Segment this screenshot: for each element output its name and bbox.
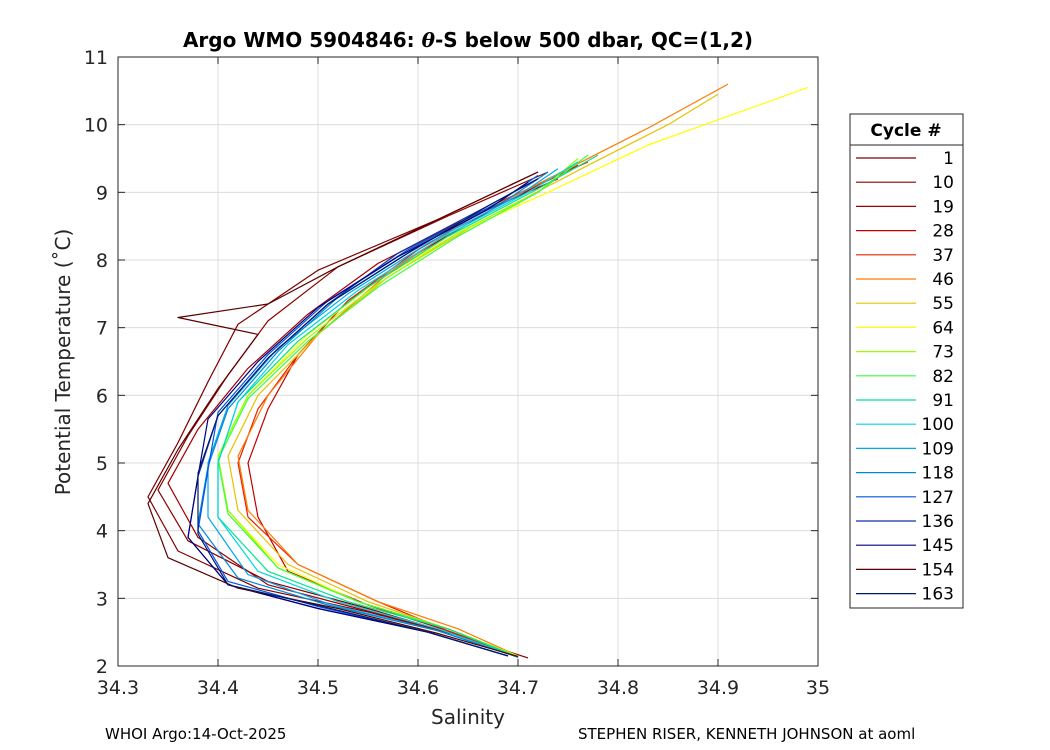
x-tick-label: 34.6 — [397, 677, 439, 699]
legend-label-cycle-163: 163 — [922, 585, 954, 605]
axis-ticks: 34.3 34.4 34.5 34.6 34.7 34.8 34.9 35 2 3 4 5 6 7 8 9 10… — [84, 47, 830, 699]
y-tick-label: 3 — [96, 588, 108, 610]
series-line-cycle-127 — [197, 174, 539, 657]
series-line-cycle-154 — [147, 171, 539, 658]
series-line-cycle-55 — [227, 93, 719, 657]
x-tick-label: 34.3 — [97, 677, 139, 699]
x-axis-label: Salinity — [431, 705, 505, 729]
y-tick-label: 4 — [96, 521, 108, 543]
legend-label-cycle-10: 10 — [932, 173, 954, 193]
legend-label-cycle-55: 55 — [932, 294, 954, 314]
series-line-cycle-100 — [217, 161, 579, 658]
legend-label-cycle-91: 91 — [932, 391, 954, 411]
x-tick-label: 34.5 — [297, 677, 339, 699]
legend-label-cycle-37: 37 — [932, 246, 954, 266]
legend-label-cycle-82: 82 — [932, 367, 954, 387]
legend-label-cycle-1: 1 — [943, 149, 954, 169]
y-axis-label: Potential Temperature (˚C) — [51, 229, 75, 496]
x-tick-label: 34.7 — [497, 677, 539, 699]
legend-label-cycle-73: 73 — [932, 343, 954, 363]
chart-title-theta: θ — [422, 28, 436, 52]
legend-label-cycle-109: 109 — [922, 439, 954, 459]
legend-label-cycle-136: 136 — [922, 512, 954, 532]
chart-title: Argo WMO 5904846: θ-S below 500 dbar, QC… — [183, 28, 753, 52]
y-tick-label: 7 — [96, 318, 108, 340]
plot-border — [117, 56, 819, 667]
footer-right-text: STEPHEN RISER, KENNETH JOHNSON at aoml — [578, 725, 916, 743]
legend-label-cycle-154: 154 — [922, 560, 954, 580]
series-line-cycle-163 — [197, 178, 539, 657]
series-line-cycle-28 — [247, 164, 579, 658]
legend-label-cycle-118: 118 — [922, 464, 954, 484]
y-tick-label: 10 — [84, 115, 108, 137]
y-tick-label: 6 — [96, 385, 108, 407]
series-line-cycle-46 — [237, 83, 729, 657]
legend-label-cycle-100: 100 — [922, 415, 954, 435]
legend-items: 1 10 19 28 37 46 55 64 73 82 91 100 109 118 127 136 145 1… — [856, 149, 954, 605]
legend: Cycle # 1 10 19 28 37 46 55 64 73 82 91 100 109 118 12… — [849, 113, 964, 609]
legend-label-cycle-145: 145 — [922, 536, 954, 556]
series-line-cycle-19 — [167, 178, 559, 658]
legend-label-cycle-28: 28 — [932, 222, 954, 242]
series-line-cycle-1 — [147, 171, 539, 659]
chart-title-suffix: -S below 500 dbar, QC=(1,2) — [435, 28, 753, 52]
y-tick-label: 2 — [96, 656, 108, 678]
plot-area — [118, 57, 818, 666]
y-tick-label: 11 — [84, 47, 108, 69]
x-tick-label: 34.9 — [697, 677, 739, 699]
legend-label-cycle-19: 19 — [932, 197, 954, 217]
footer-left-text: WHOI Argo:14-Oct-2025 — [105, 725, 287, 743]
chart-title-prefix: Argo WMO 5904846: — [183, 28, 422, 52]
legend-label-cycle-127: 127 — [922, 488, 954, 508]
series-line-cycle-145 — [187, 181, 529, 657]
legend-label-cycle-46: 46 — [932, 270, 954, 290]
series-line-cycle-109 — [207, 168, 559, 658]
x-tick-label: 35 — [806, 677, 830, 699]
legend-label-cycle-64: 64 — [932, 318, 954, 338]
legend-title: Cycle # — [870, 121, 941, 141]
x-tick-label: 34.8 — [597, 677, 639, 699]
series-line-cycle-82 — [217, 154, 589, 658]
y-tick-label: 9 — [96, 182, 108, 204]
legend-box — [849, 113, 964, 609]
y-tick-label: 8 — [96, 250, 108, 272]
x-tick-label: 34.4 — [197, 677, 239, 699]
y-tick-label: 5 — [96, 453, 108, 475]
series-group — [147, 83, 809, 659]
